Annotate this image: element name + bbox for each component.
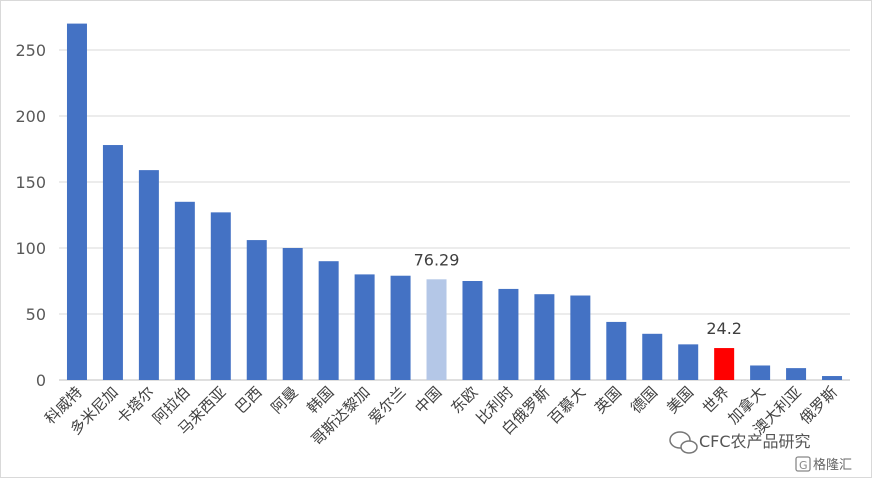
bar (642, 333, 663, 380)
x-tick-label: 英国 (591, 383, 625, 417)
y-tick-label: 0 (36, 371, 46, 390)
bar (390, 275, 411, 380)
bar (822, 376, 843, 380)
bar (354, 274, 375, 380)
bar (786, 368, 807, 380)
bar (570, 295, 591, 380)
bar (66, 23, 87, 380)
bar (498, 288, 519, 380)
bar (174, 201, 195, 380)
x-tick-label: 巴西 (232, 383, 266, 417)
bar (318, 261, 339, 380)
bar (750, 365, 771, 380)
bar (138, 170, 159, 380)
y-tick-label: 150 (15, 173, 46, 192)
bar (534, 294, 555, 380)
data-label: 76.29 (414, 250, 460, 269)
y-tick-label: 100 (15, 239, 46, 258)
data-label: 24.2 (706, 319, 742, 338)
bars (66, 23, 843, 380)
data-labels: 76.29 24.2 (414, 250, 742, 338)
svg-text:G: G (799, 459, 808, 472)
x-tick-label: 德国 (627, 383, 661, 417)
x-tick-label: 爱尔兰 (365, 383, 410, 428)
bar (462, 281, 483, 380)
x-tick-label: 中国 (411, 383, 445, 417)
x-tick-label: 美国 (663, 383, 697, 417)
y-tick-label: 200 (15, 107, 46, 126)
wechat-icon (669, 431, 698, 454)
watermark: CFC农产品研究 G 格隆汇 (669, 431, 852, 473)
x-tick-label: 阿曼 (268, 383, 302, 417)
bar (714, 348, 735, 380)
bar (102, 145, 123, 380)
watermark-text: CFC农产品研究 (699, 432, 811, 451)
bar (210, 212, 231, 380)
bar (678, 344, 699, 380)
glh-logo-icon: G (795, 456, 811, 472)
y-tick-label: 50 (26, 305, 46, 324)
bar (282, 248, 303, 380)
x-tick-label: 俄罗斯 (796, 383, 841, 428)
x-tick-label: 百慕大 (545, 383, 590, 428)
x-tick-label: 卡塔尔 (113, 383, 158, 428)
watermark-secondary: 格隆汇 (813, 457, 852, 473)
bar (606, 321, 627, 380)
y-tick-label: 250 (15, 41, 46, 60)
bar (426, 279, 447, 380)
y-axis-ticks: 0 50 100 150 200 250 (15, 41, 46, 390)
bar (246, 240, 267, 380)
